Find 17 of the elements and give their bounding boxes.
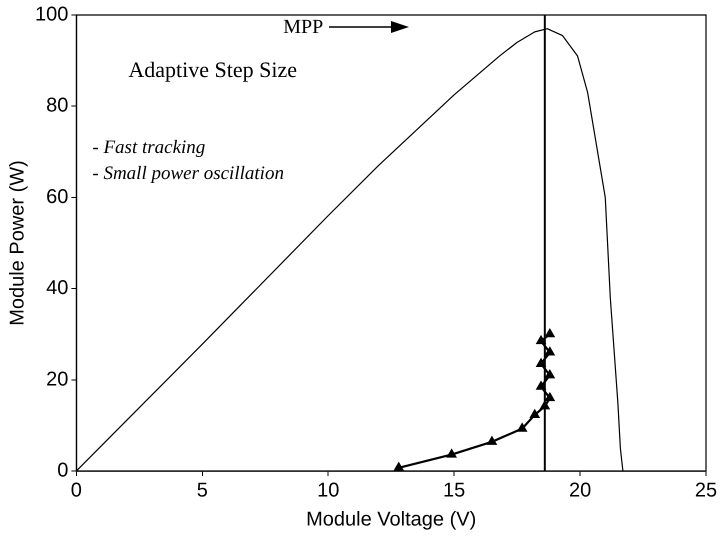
y-tick-label: 100: [34, 4, 68, 26]
annotation: Adaptive Step Size: [128, 57, 298, 82]
x-tick-label: 5: [196, 480, 208, 502]
x-tick-label: 25: [694, 480, 718, 502]
y-tick-label: 80: [46, 94, 68, 117]
annotation: - Small power oscillation: [92, 163, 284, 184]
x-axis-title: Module Voltage (V): [306, 508, 476, 531]
y-tick-label: 60: [46, 186, 68, 208]
annotation: - Fast tracking: [92, 137, 206, 158]
y-tick-label: 40: [46, 277, 68, 300]
x-tick-label: 10: [317, 480, 340, 502]
x-tick-label: 20: [568, 480, 592, 502]
y-tick-label: 20: [46, 368, 68, 390]
x-tick-label: 15: [443, 480, 466, 502]
y-axis-title: Module Power (W): [6, 160, 29, 326]
annotation: MPP: [283, 16, 324, 38]
y-tick-label: 0: [57, 460, 68, 482]
